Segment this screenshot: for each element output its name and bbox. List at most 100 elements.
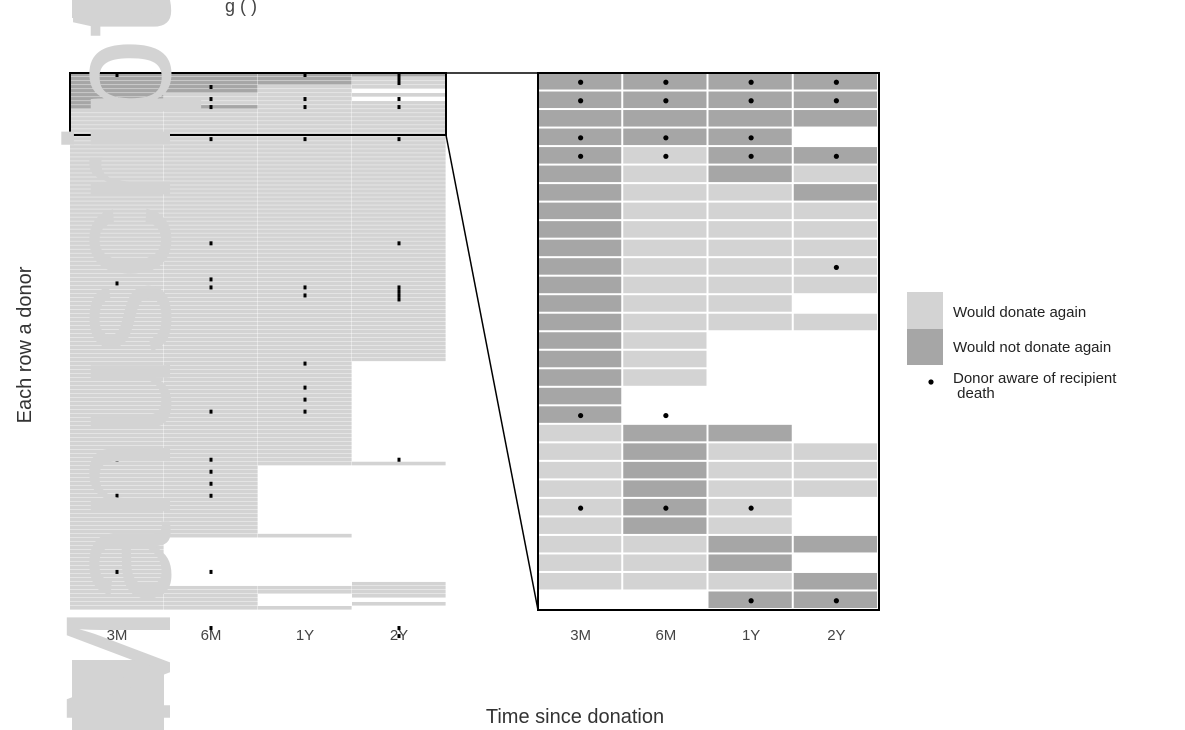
overview-cell <box>70 357 164 362</box>
overview-cell <box>70 157 164 161</box>
zoomed-aware-dot <box>833 153 839 159</box>
zoomed-aware-dot <box>663 135 669 141</box>
overview-cell <box>164 349 258 354</box>
zoomed-cell <box>708 239 792 257</box>
overview-cell <box>70 449 164 454</box>
zoomed-cell <box>708 110 792 127</box>
overview-cell <box>164 129 258 133</box>
overview-aware-dot <box>115 281 119 286</box>
zoomed-aware-dot <box>578 98 584 104</box>
overview-cell <box>164 429 258 434</box>
legend-label-not-again: Would not donate again <box>953 339 1111 356</box>
overview-cell <box>258 209 352 213</box>
overview-cell <box>70 509 164 514</box>
zoomed-cell <box>708 202 792 220</box>
overview-cell <box>352 213 446 217</box>
zoomed-cell <box>708 313 792 331</box>
zoomed-cell <box>623 110 707 127</box>
overview-cell <box>258 321 352 326</box>
overview-cell <box>164 477 258 482</box>
zoomed-cell <box>708 276 792 294</box>
overview-cell <box>258 85 352 89</box>
overview-cell <box>164 253 258 257</box>
overview-cell <box>164 245 258 249</box>
zoomed-cell <box>793 239 877 257</box>
overview-cell <box>258 365 352 370</box>
zoomed-cell <box>538 276 622 294</box>
legend-label-aware: Donor aware of recipient death <box>953 370 1117 402</box>
overview-cell <box>258 389 352 394</box>
overview-cell <box>70 81 164 85</box>
overview-cell <box>352 341 446 346</box>
overview-cell <box>70 349 164 354</box>
zoomed-cell <box>623 221 707 238</box>
zoomed-cell <box>793 535 877 553</box>
zoomed-cell <box>708 424 792 442</box>
overview-cell <box>164 261 258 265</box>
overview-cell <box>352 177 446 181</box>
overview-cell <box>70 293 164 298</box>
overview-cell <box>70 233 164 237</box>
overview-cell <box>258 149 352 153</box>
x-axis-title: Time since donation <box>486 706 664 728</box>
overview-cell <box>258 245 352 249</box>
overview-cell <box>258 377 352 382</box>
overview-cell <box>352 349 446 354</box>
overview-cell <box>352 189 446 193</box>
overview-aware-dot <box>209 469 213 474</box>
overview-cell <box>164 181 258 185</box>
overview-cell <box>70 317 164 322</box>
overview-cell <box>164 441 258 446</box>
overview-cell <box>70 525 164 530</box>
overview-cell <box>352 229 446 233</box>
overview-aware-dot <box>209 137 213 142</box>
zoomed-aware-dot <box>748 598 754 604</box>
zoomed-x-tick-label: 2Y <box>827 627 845 644</box>
overview-cell <box>70 185 164 189</box>
overview-cell <box>70 297 164 302</box>
overview-cell <box>258 169 352 173</box>
overview-cell <box>258 141 352 145</box>
zoomed-cell <box>538 535 622 553</box>
overview-cell <box>70 377 164 382</box>
overview-cell <box>70 501 164 506</box>
overview-cell <box>164 141 258 145</box>
overview-cell <box>70 577 164 582</box>
overview-cell <box>352 173 446 177</box>
overview-cell <box>164 233 258 237</box>
overview-aware-dot <box>209 481 213 486</box>
overview-cell <box>70 505 164 510</box>
overview-cell <box>70 481 164 486</box>
overview-cell <box>164 169 258 173</box>
overview-aware-dot <box>209 97 213 102</box>
overview-cell <box>164 353 258 358</box>
overview-aware-dot <box>397 73 401 78</box>
zoomed-x-tick-label: 3M <box>570 627 591 644</box>
overview-cell <box>164 157 258 161</box>
overview-cell <box>70 121 164 125</box>
zoomed-cell <box>708 258 792 275</box>
overview-cell <box>352 237 446 241</box>
zoomed-cell <box>708 480 792 497</box>
overview-cell <box>70 241 164 245</box>
overview-cell <box>258 221 352 225</box>
overview-cell <box>352 169 446 173</box>
overview-cell <box>164 597 258 602</box>
overview-aware-dot <box>303 97 307 102</box>
overview-cell <box>70 213 164 217</box>
zoomed-aware-dot <box>578 505 584 511</box>
overview-cell <box>70 517 164 522</box>
overview-cell <box>164 173 258 177</box>
watermark: Manuscript <box>34 0 202 730</box>
overview-aware-dot <box>397 105 401 110</box>
overview-cell <box>352 269 446 273</box>
overview-cell <box>164 437 258 442</box>
overview-cell <box>70 109 164 113</box>
overview-cell <box>70 77 164 81</box>
overview-aware-dot <box>397 634 401 639</box>
overview-cell <box>70 229 164 233</box>
overview-cell <box>258 121 352 125</box>
overview-cell <box>70 593 164 598</box>
overview-cell <box>164 593 258 598</box>
overview-cell <box>70 397 164 402</box>
